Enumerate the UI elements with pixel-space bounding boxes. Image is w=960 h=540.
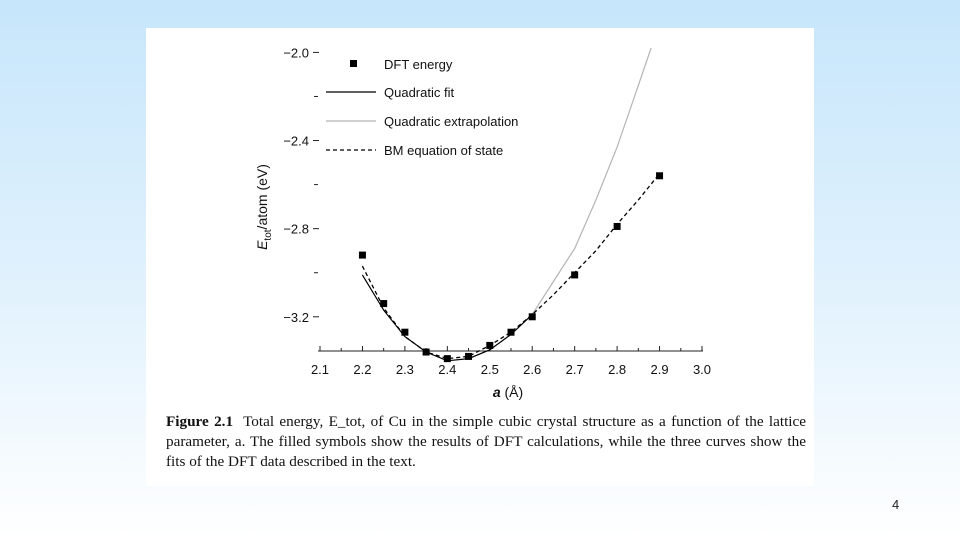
x-tick-label: 3.0 xyxy=(693,362,711,377)
x-ticks: 2.1 2.2 2.3 2.4 2.5 2.6 2.7 2.8 2.9 3.0 xyxy=(311,346,711,377)
bm-equation-of-state-line xyxy=(361,173,661,360)
dft-energy-point xyxy=(656,172,664,180)
legend-label-quadratic-extrapolation: Quadratic extrapolation xyxy=(384,114,518,129)
axes: 2.1 2.2 2.3 2.4 2.5 2.6 2.7 2.8 2.9 3.0 −2.0−2.4−… xyxy=(283,45,711,377)
x-tick-label: 2.4 xyxy=(438,362,456,377)
legend-label-quadratic-fit: Quadratic fit xyxy=(384,85,454,100)
y-tick-label: −2.0 xyxy=(283,45,309,60)
legend: DFT energy Quadratic fit Quadratic extrapo… xyxy=(326,57,518,158)
x-tick-label: 2.1 xyxy=(311,362,329,377)
y-tick-label: −2.4 xyxy=(283,134,309,149)
x-tick-label: 2.5 xyxy=(481,362,499,377)
dft-energy-point xyxy=(528,313,536,321)
dft-energy-point xyxy=(443,355,451,363)
dft-energy-point xyxy=(358,251,366,259)
energy-chart: 2.1 2.2 2.3 2.4 2.5 2.6 2.7 2.8 2.9 3.0 −2.0−2.4−… xyxy=(254,45,711,400)
slide-number: 4 xyxy=(892,497,900,512)
legend-label-dft-energy: DFT energy xyxy=(384,57,453,72)
dft-energy-point xyxy=(507,328,515,336)
series-layer xyxy=(358,47,664,363)
legend-swatch-dft-energy xyxy=(350,60,357,67)
dft-energy-point xyxy=(571,271,579,279)
y-tick-label: −3.2 xyxy=(283,310,309,325)
x-axis-label: a (Å) xyxy=(493,384,523,400)
y-tick-label: −2.8 xyxy=(283,222,309,237)
x-tick-label: 2.6 xyxy=(523,362,541,377)
dft-energy-point xyxy=(422,348,430,356)
y-ticks: −2.0 −2.4 −2.8 −3.2 xyxy=(283,45,319,325)
x-tick-label: 2.9 xyxy=(651,362,669,377)
x-tick-label: 2.7 xyxy=(566,362,584,377)
figure-panel: 2.1 2.2 2.3 2.4 2.5 2.6 2.7 2.8 2.9 3.0 −2.0 −2.4−… xyxy=(146,28,814,486)
x-tick-label: 2.3 xyxy=(396,362,414,377)
caption-label: Figure 2.1 xyxy=(166,413,234,430)
quadratic-extrapolation-line xyxy=(531,47,652,315)
y-axis-label: Etot/atom (eV) xyxy=(254,164,274,250)
dft-energy-point xyxy=(380,300,388,308)
dft-energy-point xyxy=(465,352,473,360)
dft-energy-point xyxy=(613,222,621,230)
dft-energy-point xyxy=(401,328,409,336)
legend-label-bm-equation-of-state: BM equation of state xyxy=(384,143,503,158)
caption-text: Total energy, E_tot, of Cu in the simple… xyxy=(166,413,806,470)
x-tick-label: 2.2 xyxy=(353,362,371,377)
x-tick-label: 2.8 xyxy=(608,362,626,377)
dft-energy-point xyxy=(486,341,494,349)
figure-caption: Figure 2.1 Total energy, E_tot, of Cu in … xyxy=(166,412,806,472)
